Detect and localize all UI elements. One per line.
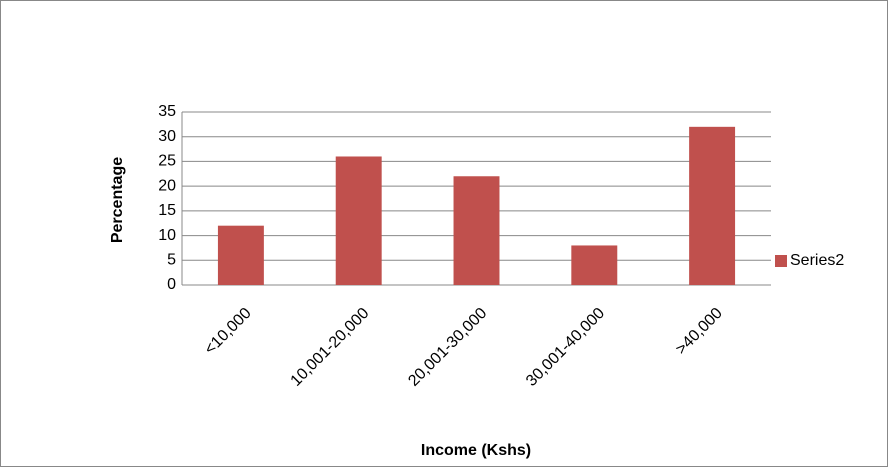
bar xyxy=(571,245,618,285)
y-tick-label: 25 xyxy=(158,153,176,170)
legend-label: Series2 xyxy=(790,252,844,269)
y-tick-label: 30 xyxy=(158,128,176,145)
y-tick-label: 20 xyxy=(158,177,176,194)
bar xyxy=(453,176,500,285)
y-tick-label: 35 xyxy=(158,103,176,120)
y-axis-title: Percentage xyxy=(109,157,126,243)
bar xyxy=(335,156,382,285)
y-tick-label: 15 xyxy=(158,202,176,219)
bar xyxy=(217,225,264,285)
x-axis-title: Income (Kshs) xyxy=(421,442,531,459)
y-tick-label: 10 xyxy=(158,227,176,244)
bar xyxy=(689,126,736,285)
y-tick-label: 0 xyxy=(167,276,176,293)
legend-swatch xyxy=(775,255,787,267)
y-tick-label: 5 xyxy=(167,252,176,269)
